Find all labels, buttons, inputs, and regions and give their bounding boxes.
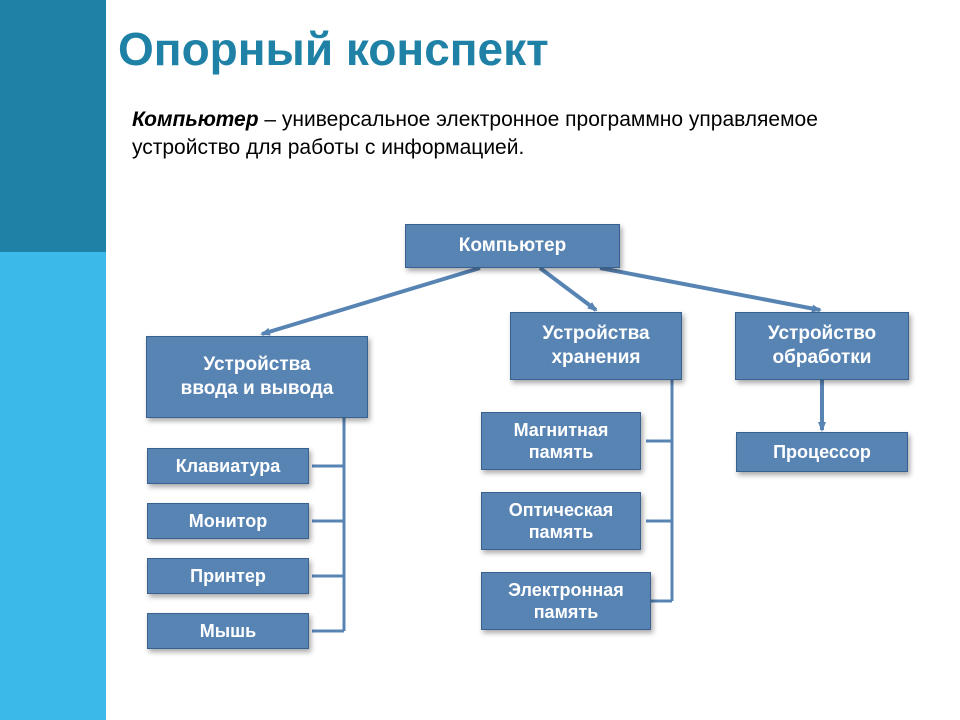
node-kb: Клавиатура xyxy=(147,448,309,484)
node-storage: Устройства хранения xyxy=(510,312,682,380)
node-cpu: Процессор xyxy=(736,432,908,472)
node-proc: Устройство обработки xyxy=(735,312,909,380)
node-mon: Монитор xyxy=(147,503,309,539)
arrow-root-proc xyxy=(600,268,820,310)
node-opt: Оптическая память xyxy=(481,492,641,550)
subtitle-term: Компьютер xyxy=(132,108,259,131)
slide-title: Опорный конспект xyxy=(118,22,549,76)
node-mag: Магнитная память xyxy=(481,412,641,470)
node-elec: Электронная память xyxy=(481,572,651,630)
node-io: Устройства ввода и вывода xyxy=(146,336,368,418)
sidebar-accent-light xyxy=(0,252,106,720)
node-mouse: Мышь xyxy=(147,613,309,649)
arrow-root-storage xyxy=(540,268,596,310)
slide-stage: Опорный конспект Компьютер – универсальн… xyxy=(0,0,960,720)
arrow-root-io xyxy=(262,268,480,334)
node-prn: Принтер xyxy=(147,558,309,594)
sidebar-accent-dark xyxy=(0,0,106,252)
node-root: Компьютер xyxy=(405,224,620,268)
slide-subtitle: Компьютер – универсальное электронное пр… xyxy=(132,106,900,163)
